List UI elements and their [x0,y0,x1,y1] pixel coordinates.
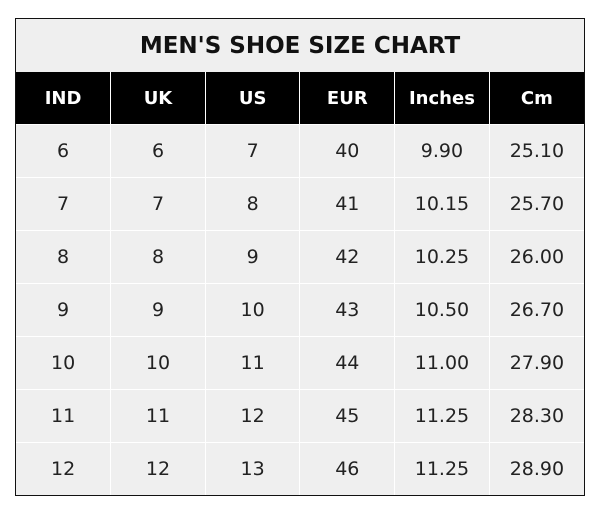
cell-eur: 46 [299,442,395,495]
cell-us: 9 [204,230,300,284]
table-row: 7 7 8 41 10.15 25.70 [16,177,584,231]
cell-us: 8 [204,177,300,231]
cell-eur: 43 [299,283,395,337]
column-header-inches: Inches [394,72,490,125]
table-row: 10 10 11 44 11.00 27.90 [16,336,584,390]
cell-inches: 10.15 [394,177,490,231]
cell-eur: 40 [299,124,395,178]
cell-uk: 9 [110,283,206,337]
cell-uk: 11 [110,389,206,443]
cell-inches: 11.25 [394,389,490,443]
cell-cm: 28.30 [488,389,584,443]
cell-cm: 27.90 [488,336,584,390]
cell-cm: 26.00 [488,230,584,284]
cell-uk: 12 [110,442,206,495]
chart-title: MEN'S SHOE SIZE CHART [16,19,584,72]
cell-ind: 12 [16,442,111,495]
table-row: 8 8 9 42 10.25 26.00 [16,230,584,284]
cell-us: 12 [204,389,300,443]
cell-cm: 25.10 [488,124,584,178]
cell-eur: 44 [299,336,395,390]
table-row: 12 12 13 46 11.25 28.90 [16,442,584,495]
cell-cm: 25.70 [488,177,584,231]
table-row: 11 11 12 45 11.25 28.30 [16,389,584,443]
table-row: 6 6 7 40 9.90 25.10 [16,124,584,178]
cell-inches: 10.25 [394,230,490,284]
table-body: 6 6 7 40 9.90 25.10 7 7 8 41 10.15 25.70 8 8 9 42 10.25 2… [16,124,584,495]
cell-us: 13 [204,442,300,495]
cell-inches: 11.25 [394,442,490,495]
cell-ind: 7 [16,177,111,231]
cell-uk: 10 [110,336,206,390]
cell-cm: 26.70 [488,283,584,337]
cell-cm: 28.90 [488,442,584,495]
cell-us: 7 [204,124,300,178]
cell-us: 10 [204,283,300,337]
cell-uk: 6 [110,124,206,178]
cell-ind: 8 [16,230,111,284]
cell-ind: 6 [16,124,111,178]
cell-uk: 8 [110,230,206,284]
header-row: IND UK US EUR Inches Cm [16,72,584,125]
cell-inches: 9.90 [394,124,490,178]
cell-eur: 42 [299,230,395,284]
table-row: 9 9 10 43 10.50 26.70 [16,283,584,337]
column-header-uk: UK [110,72,206,125]
column-header-cm: Cm [488,72,584,125]
cell-inches: 11.00 [394,336,490,390]
cell-ind: 9 [16,283,111,337]
cell-us: 11 [204,336,300,390]
cell-eur: 41 [299,177,395,231]
size-chart: MEN'S SHOE SIZE CHART IND UK US EUR Inches Cm… [15,18,585,496]
cell-ind: 11 [16,389,111,443]
cell-eur: 45 [299,389,395,443]
column-header-eur: EUR [299,72,395,125]
column-header-ind: IND [16,72,111,125]
size-table: MEN'S SHOE SIZE CHART IND UK US EUR Inches Cm… [16,19,584,495]
cell-uk: 7 [110,177,206,231]
column-header-us: US [204,72,300,125]
cell-inches: 10.50 [394,283,490,337]
cell-ind: 10 [16,336,111,390]
